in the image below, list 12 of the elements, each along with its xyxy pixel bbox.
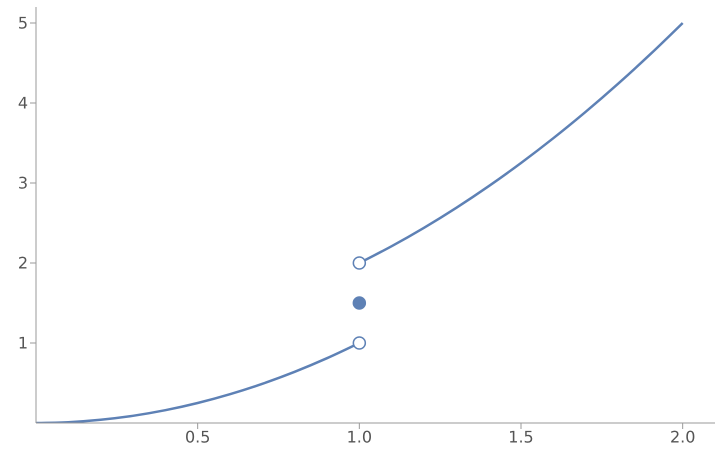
y-tick-label: 5 [18,14,28,33]
x-tick-label: 2.0 [670,427,696,446]
point [352,336,366,350]
point [352,256,366,270]
x-tick-label: 1.0 [346,427,372,446]
x-tick-label: 0.5 [184,427,210,446]
y-tick-label: 4 [18,94,28,113]
point [352,296,366,310]
x-tick-label: 1.5 [508,427,534,446]
y-tick-label: 1 [18,334,28,353]
y-tick-label: 3 [18,174,28,193]
y-tick-label: 2 [18,254,28,273]
